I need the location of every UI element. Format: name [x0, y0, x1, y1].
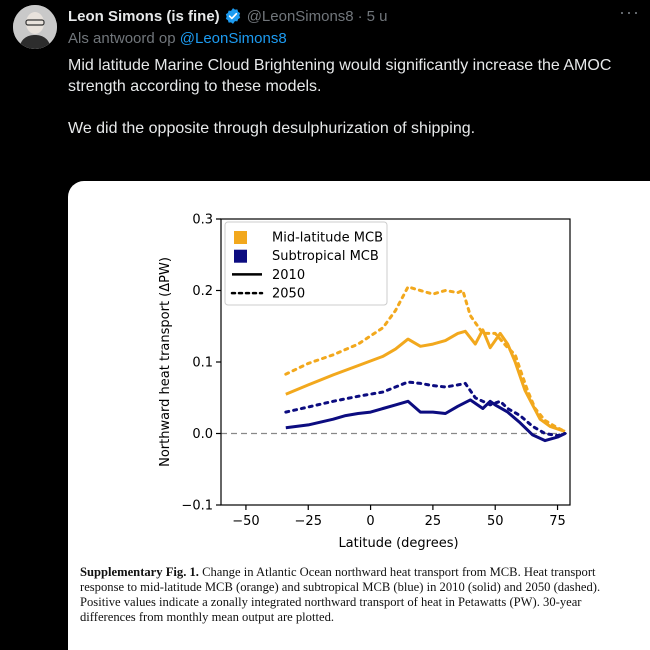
series-line-3 — [285, 398, 566, 443]
caption-body: Change in Atlantic Ocean northward heat … — [80, 565, 601, 624]
series-line-1 — [285, 328, 566, 433]
y-tick-label: −0.1 — [181, 499, 213, 514]
heat-transport-chart: −50 −25 0 25 50 75 −0.1 0.0 0.1 0.2 0.3 Latitude (d… — [158, 213, 571, 551]
x-tick-label: −25 — [295, 514, 322, 529]
tweet-text-paragraph-1: Mid latitude Marine Cloud Brightening wo… — [68, 57, 612, 95]
y-tick-label: 0.1 — [192, 356, 213, 371]
y-tick-label: 0.3 — [192, 213, 213, 228]
legend-swatch — [234, 249, 247, 263]
legend-swatch — [234, 231, 247, 244]
tweet-timestamp[interactable]: 5 u — [366, 7, 388, 25]
legend-label: Subtropical MCB — [272, 249, 379, 264]
y-tick-label: 0.2 — [192, 284, 213, 299]
legend-box — [224, 221, 388, 306]
tweet-media-image[interactable]: −50 −25 0 25 50 75 −0.1 0.0 0.1 0.2 0.3 Latitude (d… — [68, 181, 650, 650]
x-axis-label: Latitude (degrees) — [338, 536, 458, 551]
reply-context: Als antwoord op @LeonSimons8 — [68, 30, 287, 47]
x-tick-label: 25 — [425, 514, 442, 529]
reply-handle-link[interactable]: @LeonSimons8 — [179, 30, 287, 47]
tweet-text: Mid latitude Marine Cloud Brightening wo… — [68, 55, 638, 139]
legend-label: 2010 — [272, 268, 305, 283]
more-options-icon[interactable]: ··· — [619, 2, 640, 22]
series-line-2 — [284, 285, 567, 433]
tweet-header: Leon Simons (is fine) @LeonSimons8 · 5 u — [68, 5, 388, 27]
figure-caption: Supplementary Fig. 1. Change in Atlantic… — [80, 565, 635, 625]
y-axis-label: Northward heat transport (ΔPW) — [158, 257, 173, 467]
author-name[interactable]: Leon Simons (is fine) — [68, 7, 220, 25]
x-tick-label: −50 — [232, 514, 259, 529]
legend-label: Mid-latitude MCB — [272, 231, 383, 246]
tweet-text-paragraph-2: We did the opposite through desulphuriza… — [68, 120, 476, 137]
separator-dot: · — [357, 7, 363, 25]
avatar[interactable] — [13, 5, 57, 49]
series-line-4 — [284, 380, 567, 438]
x-tick-label: 0 — [366, 514, 374, 529]
x-tick-label: 75 — [549, 514, 566, 529]
x-tick-label: 50 — [487, 514, 504, 529]
author-handle[interactable]: @LeonSimons8 — [246, 7, 354, 25]
legend-label: 2050 — [272, 287, 305, 302]
y-tick-label: 0.0 — [192, 427, 213, 442]
caption-title: Supplementary Fig. 1. — [80, 565, 199, 579]
reply-prefix: Als antwoord op — [68, 30, 176, 47]
verified-badge-icon — [224, 7, 242, 25]
